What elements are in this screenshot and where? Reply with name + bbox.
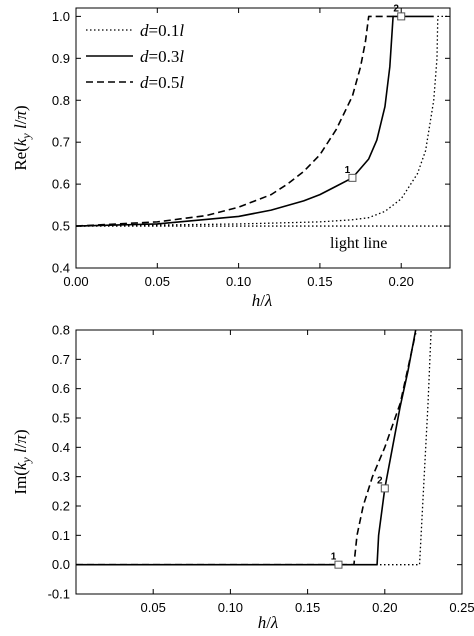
top-y-tick-label: 0.7 [52, 135, 70, 150]
bottom-panel: 0.05 0.10 0.15 0.20 0.25 -0.1 0.0 0.1 0.2 0.3 0.4 0… [11, 323, 474, 633]
light-line-annotation: light line [330, 235, 387, 252]
top-legend: d=0.1l d=0.3l d=0.5l [86, 21, 184, 92]
top-y-tick-label: 0.8 [52, 93, 70, 108]
top-y-tick-label: 0.5 [52, 219, 70, 234]
top-series [75, 15, 450, 227]
bottom-x-tick-label: 0.20 [372, 600, 397, 615]
bottom-y-tick-label: 0.7 [52, 352, 70, 367]
bottom-marker-label-2: 2 [377, 475, 383, 486]
top-y-tick-label: 0.6 [52, 177, 70, 192]
bottom-y-tick-label: 0.1 [52, 528, 70, 543]
bottom-markers: 12 [331, 475, 389, 569]
top-x-tick-label: 0.20 [389, 274, 414, 289]
bottom-series-d-0-1l [76, 329, 432, 566]
top-series-d-0-3l [75, 15, 434, 227]
legend-label-d03: d=0.3l [140, 47, 184, 66]
top-series-d-0-1l [75, 15, 450, 227]
top-y-axis-label: Re(ky l/π) [11, 105, 33, 170]
top-markers: 12 [345, 3, 406, 182]
bottom-y-tick-label: 0.2 [52, 499, 70, 514]
bottom-marker-label-1: 1 [331, 552, 337, 563]
bottom-y-tick-label: 0.6 [52, 381, 70, 396]
bottom-y-tick-label: 0.0 [52, 557, 70, 572]
bottom-series [76, 329, 432, 566]
top-panel: 0.00 0.05 0.10 0.15 0.20 0.4 0.5 0.6 0.7 0.8 0.9 1.… [11, 3, 451, 310]
top-marker-label-2: 2 [393, 3, 399, 14]
bottom-x-axis-label: h/λ [258, 613, 279, 632]
bottom-y-tick-label: 0.8 [52, 323, 70, 338]
top-x-tick-label: 0.00 [63, 274, 88, 289]
bottom-marker-1 [334, 560, 343, 569]
bottom-y-tick-label: 0.5 [52, 411, 70, 426]
bottom-x-tick-label: 0.10 [218, 600, 243, 615]
bottom-series-d-0-3l [76, 329, 417, 566]
top-y-tick-label: 1.0 [52, 9, 70, 24]
bottom-x-tick-label: 0.15 [295, 600, 320, 615]
top-y-tick-label: 0.9 [52, 51, 70, 66]
top-x-tick-label: 0.10 [226, 274, 251, 289]
bottom-y-tick-label: 0.4 [52, 440, 70, 455]
bottom-y-axis-label: Im(ky l/π) [11, 429, 33, 494]
top-marker-label-1: 1 [345, 165, 351, 176]
bottom-marker-2 [380, 484, 389, 493]
top-series-d-0-5l [75, 15, 402, 227]
top-x-axis-label: h/λ [252, 291, 273, 310]
legend-label-d01: d=0.1l [140, 21, 184, 40]
top-marker-2 [397, 12, 406, 21]
bottom-y-tick-label: -0.1 [48, 587, 70, 602]
bottom-y-tick-label: 0.3 [52, 469, 70, 484]
legend-label-d05: d=0.5l [140, 73, 184, 92]
bottom-x-tick-label: 0.25 [449, 600, 474, 615]
top-plot-frame [75, 7, 451, 269]
top-marker-1 [348, 173, 357, 182]
bottom-plot-frame [75, 329, 463, 595]
top-y-tick-label: 0.4 [52, 261, 70, 276]
bottom-x-tick-label: 0.05 [141, 600, 166, 615]
bottom-series-d-0-5l [76, 332, 417, 566]
top-x-tick-label: 0.15 [307, 274, 332, 289]
top-x-tick-label: 0.05 [145, 274, 170, 289]
bottom-ticks: 0.05 0.10 0.15 0.20 0.25 -0.1 0.0 0.1 0.2 0.3 0.4 0… [48, 323, 474, 616]
